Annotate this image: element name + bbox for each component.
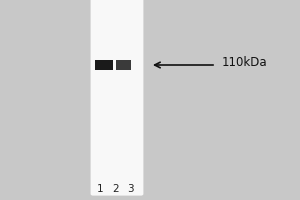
FancyBboxPatch shape bbox=[91, 0, 143, 196]
Text: 1: 1 bbox=[97, 184, 104, 194]
Text: 2: 2 bbox=[112, 184, 119, 194]
Text: 3: 3 bbox=[127, 184, 134, 194]
Bar bbox=[116, 60, 130, 70]
Text: 110kDa: 110kDa bbox=[222, 56, 268, 70]
Bar bbox=[94, 60, 112, 70]
